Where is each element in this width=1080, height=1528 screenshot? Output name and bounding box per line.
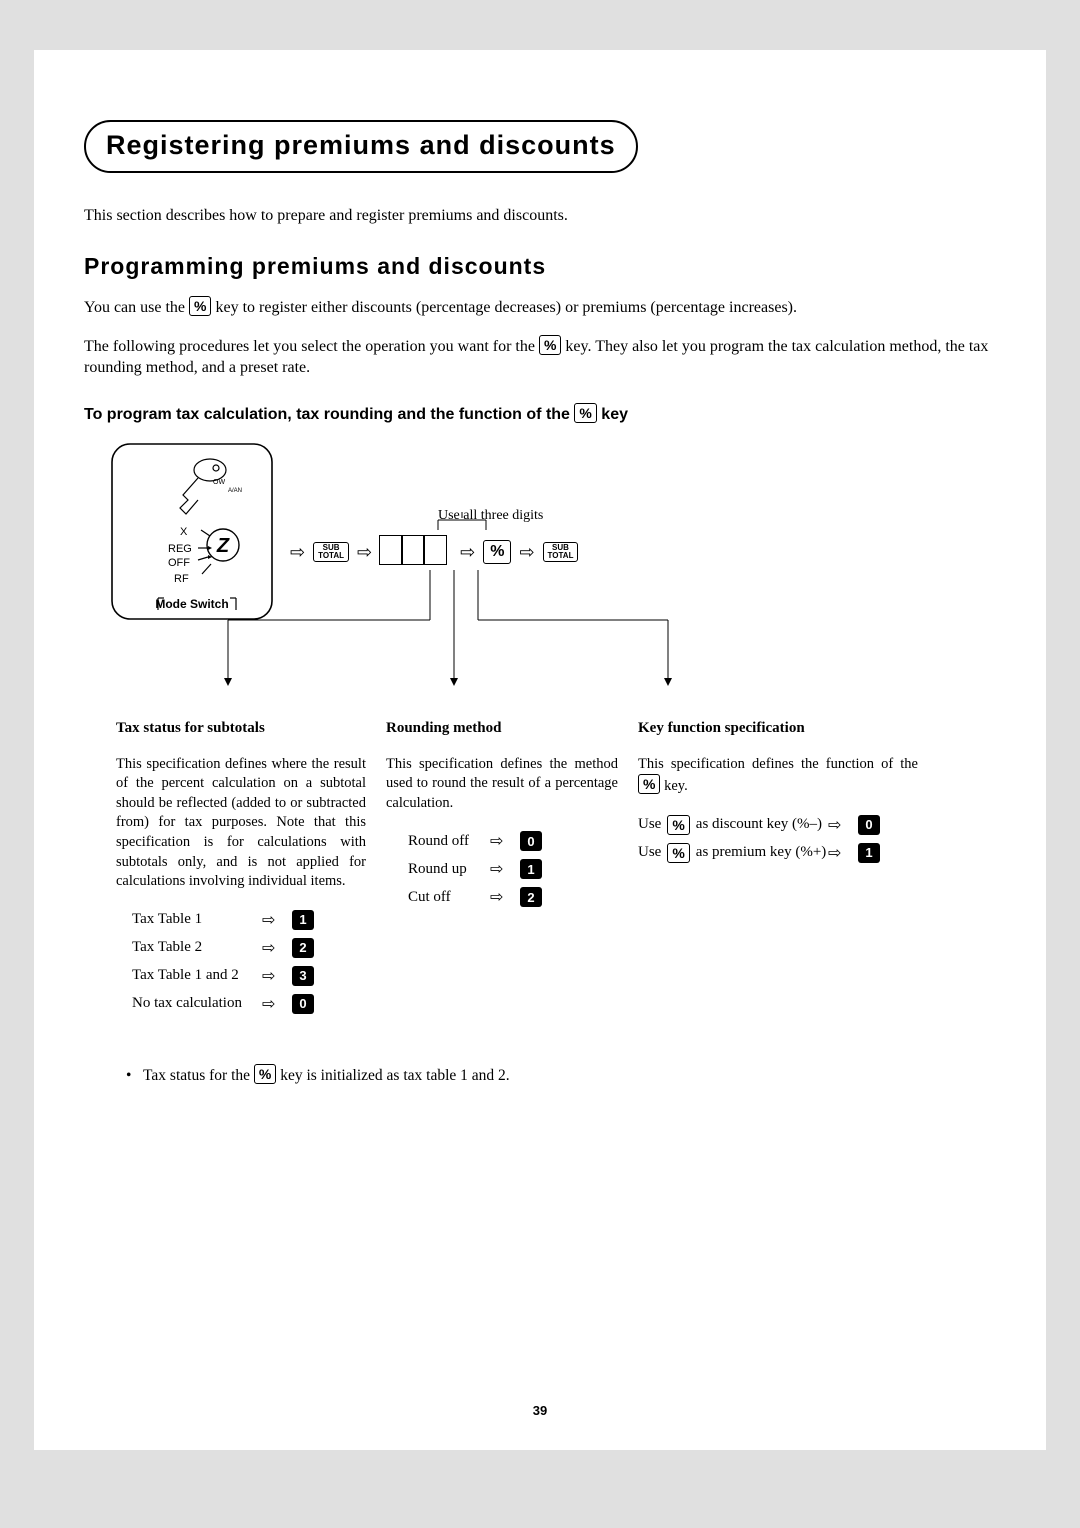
page-number: 39 [34,1403,1046,1418]
option-label: Cut off [408,889,490,906]
h3-pre: To program tax calculation, tax rounding… [84,406,574,423]
column-heading: Key function specification [638,720,918,737]
number-key-icon: 0 [858,815,880,835]
percent-key-icon: % [638,774,660,794]
programming-diagram: Z OW A/AN X REG OFF RF Mode Switch [108,440,996,700]
number-key-icon: 3 [292,966,314,986]
number-key-icon: 0 [520,831,542,851]
percent-key-icon: % [667,843,689,863]
arrow-icon: ⇨ [262,966,292,986]
percent-key-icon: % [539,335,561,355]
option-label: Round up [408,861,490,878]
option-row: No tax calculation⇨0 [132,994,366,1014]
number-key-icon: 1 [858,843,880,863]
p2-pre: The following procedures let you select … [84,338,539,355]
footnote: • Tax status for the % key is initialize… [126,1064,996,1085]
percent-key-icon: % [254,1064,276,1084]
option-label: Use % as discount key (%–) [638,815,828,835]
option-row: Use % as discount key (%–)⇨0 [638,815,918,835]
p1-post: key to register either discounts (percen… [215,299,797,316]
number-key-icon: 1 [292,910,314,930]
arrow-icon: ⇨ [828,843,858,863]
intro-text: This section describes how to prepare an… [84,207,996,225]
section-heading: Programming premiums and discounts [84,253,996,280]
arrow-icon: ⇨ [490,859,520,879]
specification-columns: Tax status for subtotals This specificat… [84,720,996,1022]
option-row: Tax Table 2⇨2 [132,938,366,958]
paragraph-1: You can use the % key to register either… [84,296,996,319]
option-row: Cut off⇨2 [408,887,618,907]
percent-key-icon: % [667,815,689,835]
page-title: Registering premiums and discounts [84,120,638,173]
option-row: Use % as premium key (%+)⇨1 [638,843,918,863]
option-label: Round off [408,833,490,850]
option-row: Tax Table 1⇨1 [132,910,366,930]
column-text: This specification defines the method us… [386,755,618,814]
option-label: Tax Table 1 and 2 [132,967,262,984]
number-key-icon: 0 [292,994,314,1014]
manual-page: Registering premiums and discounts This … [34,50,1046,1450]
p1-pre: You can use the [84,299,189,316]
arrow-icon: ⇨ [490,831,520,851]
arrow-icon: ⇨ [828,815,858,835]
option-label: Tax Table 1 [132,911,262,928]
column-text: This specification defines the function … [638,755,918,797]
option-label: Tax Table 2 [132,939,262,956]
number-key-icon: 2 [520,887,542,907]
number-key-icon: 1 [520,859,542,879]
percent-key-icon: % [574,403,596,423]
column-heading: Rounding method [386,720,618,737]
arrow-icon: ⇨ [262,938,292,958]
arrow-icon: ⇨ [262,910,292,930]
arrow-icon: ⇨ [490,887,520,907]
column-text: This specification defines where the res… [116,755,366,892]
option-row: Round off⇨0 [408,831,618,851]
arrow-icon: ⇨ [262,994,292,1014]
column-key-function: Key function specification This specific… [638,720,918,1022]
h3-post: key [601,406,628,423]
option-row: Round up⇨1 [408,859,618,879]
percent-key-icon: % [189,296,211,316]
column-tax-status: Tax status for subtotals This specificat… [116,720,366,1022]
column-rounding: Rounding method This specification defin… [386,720,618,1022]
subsection-heading: To program tax calculation, tax rounding… [84,403,996,424]
paragraph-2: The following procedures let you select … [84,335,996,379]
option-label: Use % as premium key (%+) [638,843,828,863]
option-label: No tax calculation [132,995,262,1012]
option-row: Tax Table 1 and 2⇨3 [132,966,366,986]
column-heading: Tax status for subtotals [116,720,366,737]
connector-lines [108,440,808,700]
number-key-icon: 2 [292,938,314,958]
